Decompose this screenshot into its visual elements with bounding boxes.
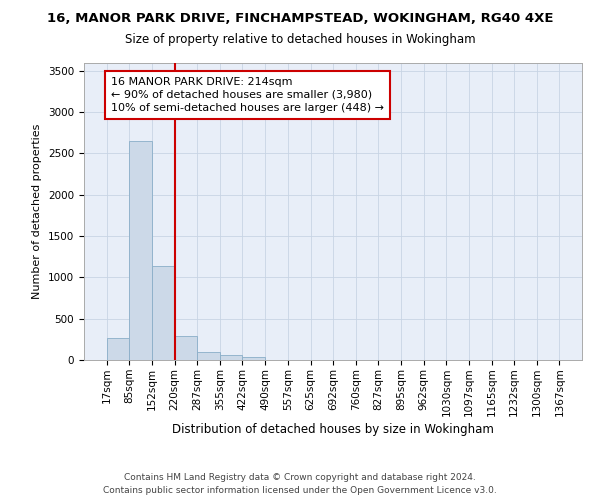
Text: 16, MANOR PARK DRIVE, FINCHAMPSTEAD, WOKINGHAM, RG40 4XE: 16, MANOR PARK DRIVE, FINCHAMPSTEAD, WOK… bbox=[47, 12, 553, 26]
Text: Size of property relative to detached houses in Wokingham: Size of property relative to detached ho… bbox=[125, 32, 475, 46]
Y-axis label: Number of detached properties: Number of detached properties bbox=[32, 124, 43, 299]
Bar bbox=[197, 352, 220, 360]
Bar bbox=[175, 336, 197, 360]
X-axis label: Distribution of detached houses by size in Wokingham: Distribution of detached houses by size … bbox=[172, 424, 494, 436]
Text: 16 MANOR PARK DRIVE: 214sqm
← 90% of detached houses are smaller (3,980)
10% of : 16 MANOR PARK DRIVE: 214sqm ← 90% of det… bbox=[111, 76, 384, 113]
Text: Contains HM Land Registry data © Crown copyright and database right 2024.
Contai: Contains HM Land Registry data © Crown c… bbox=[103, 474, 497, 495]
Bar bbox=[220, 356, 242, 360]
Bar bbox=[130, 141, 152, 360]
Bar bbox=[152, 266, 175, 360]
Bar bbox=[107, 338, 130, 360]
Bar bbox=[242, 357, 265, 360]
